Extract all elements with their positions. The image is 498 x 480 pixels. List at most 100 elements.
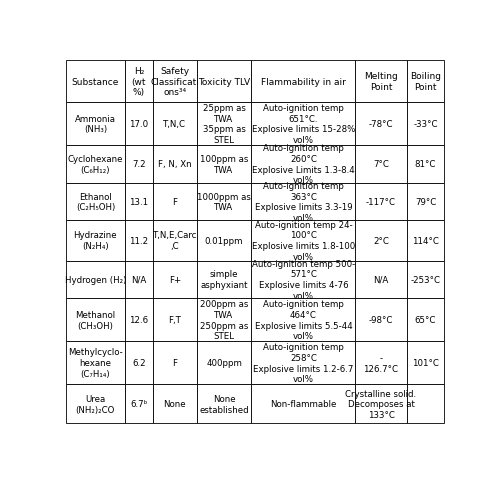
Bar	[356, 183, 406, 221]
Bar	[197, 145, 251, 183]
Text: None
established: None established	[199, 394, 249, 414]
Bar	[356, 103, 406, 145]
Text: Hydrazine
(N₂H₄): Hydrazine (N₂H₄)	[74, 231, 117, 251]
Text: F: F	[172, 359, 177, 367]
Text: Cyclohexane
(C₆H₁₂): Cyclohexane (C₆H₁₂)	[68, 155, 123, 174]
Bar	[124, 183, 153, 221]
Bar	[356, 299, 406, 341]
Text: 114°C: 114°C	[412, 236, 439, 245]
Text: 101°C: 101°C	[412, 359, 439, 367]
Bar	[251, 221, 356, 261]
Bar	[356, 61, 406, 103]
Bar	[153, 261, 197, 299]
Bar	[356, 341, 406, 384]
Bar	[124, 299, 153, 341]
Bar	[406, 103, 444, 145]
Bar	[153, 183, 197, 221]
Text: T,N,C: T,N,C	[163, 120, 186, 129]
Text: Ethanol
(C₂H₅OH): Ethanol (C₂H₅OH)	[76, 192, 115, 212]
Bar	[406, 61, 444, 103]
Bar	[153, 61, 197, 103]
Bar	[66, 299, 124, 341]
Text: -253°C: -253°C	[410, 276, 440, 284]
Text: F,T: F,T	[168, 315, 181, 324]
Text: F, N, Xn: F, N, Xn	[158, 160, 192, 169]
Text: Hydrogen (H₂): Hydrogen (H₂)	[65, 276, 126, 284]
Text: 13.1: 13.1	[129, 197, 148, 206]
Text: 400ppm: 400ppm	[206, 359, 242, 367]
Text: 25ppm as
TWA
35ppm as
STEL: 25ppm as TWA 35ppm as STEL	[203, 104, 246, 145]
Text: Boiling
Point: Boiling Point	[410, 72, 441, 92]
Text: 200ppm as
TWA
250ppm as
STEL: 200ppm as TWA 250ppm as STEL	[200, 300, 248, 341]
Bar	[197, 341, 251, 384]
Bar	[406, 145, 444, 183]
Text: Methylcyclo-
hexane
(C₇H₁₄): Methylcyclo- hexane (C₇H₁₄)	[68, 348, 123, 378]
Text: Auto-ignition temp
260°C
Explosive Limits 1.3-8.4
vol%: Auto-ignition temp 260°C Explosive Limit…	[252, 144, 355, 185]
Text: 79°C: 79°C	[415, 197, 436, 206]
Text: 0.01ppm: 0.01ppm	[205, 236, 243, 245]
Text: -78°C: -78°C	[369, 120, 393, 129]
Text: 65°C: 65°C	[415, 315, 436, 324]
Bar	[124, 61, 153, 103]
Text: Auto-ignition temp
363°C
Explosive limits 3.3-19
vol%: Auto-ignition temp 363°C Explosive limit…	[254, 181, 352, 223]
Text: Ammonia
(NH₃): Ammonia (NH₃)	[75, 114, 116, 134]
Bar	[406, 299, 444, 341]
Text: -98°C: -98°C	[369, 315, 393, 324]
Text: 7°C: 7°C	[373, 160, 389, 169]
Bar	[356, 145, 406, 183]
Text: F+: F+	[169, 276, 181, 284]
Text: Auto-ignition temp 500-
571°C
Explosive limits 4-76
vol%: Auto-ignition temp 500- 571°C Explosive …	[252, 259, 355, 300]
Bar	[197, 61, 251, 103]
Bar	[66, 61, 124, 103]
Bar	[66, 103, 124, 145]
Bar	[153, 221, 197, 261]
Bar	[153, 299, 197, 341]
Bar	[124, 341, 153, 384]
Bar	[66, 221, 124, 261]
Text: 6.7ᵇ: 6.7ᵇ	[130, 399, 147, 408]
Text: N/A: N/A	[374, 276, 388, 284]
Text: 1000ppm as
TWA: 1000ppm as TWA	[197, 192, 251, 212]
Bar	[251, 299, 356, 341]
Text: Crystalline solid.
Decomposes at
133°C: Crystalline solid. Decomposes at 133°C	[346, 389, 416, 419]
Text: Melting
Point: Melting Point	[364, 72, 398, 92]
Bar	[153, 103, 197, 145]
Bar	[406, 183, 444, 221]
Bar	[153, 341, 197, 384]
Bar	[406, 221, 444, 261]
Text: 12.6: 12.6	[129, 315, 148, 324]
Text: Methanol
(CH₃OH): Methanol (CH₃OH)	[75, 310, 116, 330]
Text: Non-flammable: Non-flammable	[270, 399, 337, 408]
Bar	[356, 221, 406, 261]
Bar	[406, 261, 444, 299]
Bar	[124, 103, 153, 145]
Bar	[251, 61, 356, 103]
Text: 81°C: 81°C	[415, 160, 436, 169]
Text: 2°C: 2°C	[373, 236, 389, 245]
Bar	[197, 261, 251, 299]
Bar	[406, 341, 444, 384]
Text: 7.2: 7.2	[132, 160, 146, 169]
Text: N/A: N/A	[131, 276, 146, 284]
Text: Flammability in air: Flammability in air	[261, 77, 346, 86]
Bar	[66, 145, 124, 183]
Text: Auto-ignition temp 24-
100°C
Explosive limits 1.8-100
vol%: Auto-ignition temp 24- 100°C Explosive l…	[252, 220, 355, 262]
Text: Auto-ignition temp
651°C.
Explosive limits 15-28%
vol%: Auto-ignition temp 651°C. Explosive limi…	[252, 104, 355, 145]
Text: 17.0: 17.0	[129, 120, 148, 129]
Bar	[66, 341, 124, 384]
Text: -33°C: -33°C	[413, 120, 438, 129]
Text: -
126.7°C: - 126.7°C	[364, 353, 398, 373]
Bar	[251, 145, 356, 183]
Bar	[124, 221, 153, 261]
Text: Toxicity TLV: Toxicity TLV	[198, 77, 250, 86]
Bar	[356, 384, 406, 423]
Bar	[197, 183, 251, 221]
Text: simple
asphyxiant: simple asphyxiant	[200, 270, 248, 289]
Bar	[124, 261, 153, 299]
Text: Urea
(NH₂)₂CO: Urea (NH₂)₂CO	[76, 394, 115, 414]
Text: None: None	[163, 399, 186, 408]
Bar	[66, 183, 124, 221]
Bar	[251, 261, 356, 299]
Bar	[406, 384, 444, 423]
Bar	[197, 221, 251, 261]
